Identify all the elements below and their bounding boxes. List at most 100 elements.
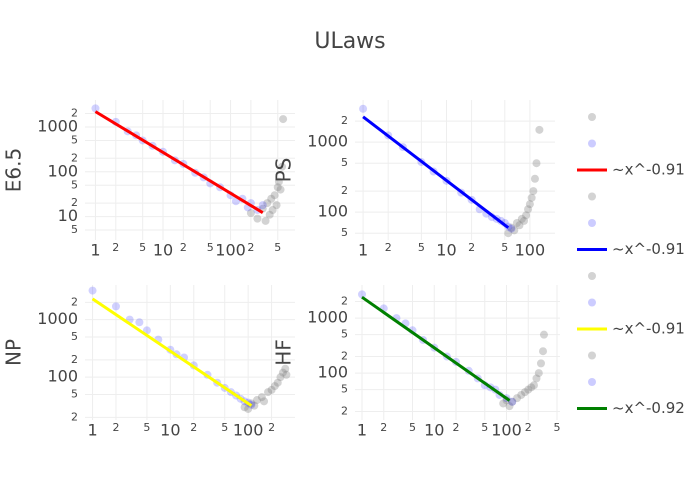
x-tick-label: 2 [268, 421, 275, 434]
data-point [532, 374, 541, 383]
legend-marker [588, 351, 596, 360]
data-point [534, 369, 543, 378]
data-point [520, 216, 529, 225]
x-tick-label: 100 [491, 421, 522, 440]
data-point [91, 104, 100, 113]
y-tick-label: 100 [317, 202, 348, 221]
y-tick-label: 5 [71, 223, 78, 236]
data-point [539, 347, 548, 356]
x-tick-label: 5 [139, 241, 146, 254]
data-point [358, 290, 367, 299]
legend-marker [588, 113, 596, 121]
data-point [279, 115, 288, 124]
y-tick-label: 100 [317, 363, 348, 382]
x-tick-label: 5 [501, 241, 508, 254]
y-tick-label: 5 [341, 156, 348, 169]
data-point [268, 206, 277, 215]
x-tick-label: 5 [554, 421, 561, 434]
x-tick-label: 2 [247, 241, 254, 254]
data-point [253, 396, 262, 405]
x-tick-label: 5 [143, 421, 150, 434]
x-tick-label: 2 [468, 241, 475, 254]
y-tick-label: 1000 [307, 132, 348, 151]
data-point [111, 302, 120, 311]
data-point [532, 159, 541, 168]
legend-marker [588, 272, 596, 280]
data-point [88, 286, 97, 295]
data-point [135, 318, 144, 327]
data-point [525, 200, 534, 209]
data-point [508, 397, 517, 406]
data-point [258, 201, 267, 210]
y-tick-label: 5 [71, 178, 78, 191]
data-point [524, 385, 533, 394]
x-tick-label: 2 [190, 421, 197, 434]
y-tick-label: 2 [71, 106, 78, 119]
y-tick-label: 5 [341, 226, 348, 239]
y-tick-label: 1000 [307, 308, 348, 327]
y-tick-label: 2 [341, 184, 348, 197]
legend-label: ~x^-0.91 [612, 161, 685, 179]
data-point [539, 330, 548, 339]
x-tick-label: 5 [481, 421, 488, 434]
data-point [507, 224, 516, 233]
y-tick-label: 10 [58, 206, 78, 225]
x-tick-label: 100 [233, 421, 264, 440]
y-tick-label: 2 [341, 350, 348, 363]
data-point [507, 223, 516, 232]
data-point [513, 394, 522, 403]
legend-marker [588, 219, 596, 227]
chart-title: ULaws [314, 29, 385, 54]
y-axis-label: HF [272, 339, 296, 366]
data-point [240, 403, 249, 412]
y-tick-label: 2 [341, 404, 348, 417]
x-tick-label: 1 [357, 421, 367, 440]
y-axis-label: NP [2, 339, 26, 366]
y-tick-label: 5 [341, 383, 348, 396]
y-tick-label: 2 [71, 295, 78, 308]
legend-label: ~x^-0.91 [612, 240, 685, 258]
data-point [508, 397, 517, 406]
x-tick-label: 10 [436, 241, 456, 260]
x-tick-label: 5 [418, 241, 425, 254]
data-point [505, 402, 514, 411]
data-point [536, 359, 545, 368]
fit-line [94, 110, 264, 214]
data-point [265, 210, 274, 219]
x-tick-label: 1 [358, 241, 368, 260]
data-point [527, 383, 536, 392]
y-tick-label: 5 [71, 387, 78, 400]
data-point [529, 381, 538, 390]
data-point [278, 162, 287, 171]
y-axis-label: E6.5 [2, 148, 26, 192]
y-tick-label: 1000 [37, 116, 78, 135]
x-tick-label: 2 [112, 421, 119, 434]
x-tick-label: 10 [153, 241, 173, 260]
data-point [273, 183, 282, 192]
x-tick-label: 10 [424, 421, 444, 440]
data-point [276, 373, 285, 382]
data-point [510, 226, 519, 235]
data-point [499, 399, 508, 408]
y-axis-label: PS [272, 158, 296, 183]
x-tick-label: 100 [515, 241, 546, 260]
y-tick-label: 2 [71, 196, 78, 209]
y-tick-label: 2 [341, 295, 348, 308]
data-point [246, 209, 255, 218]
data-point [267, 385, 276, 394]
y-tick-label: 5 [71, 133, 78, 146]
data-point [276, 185, 285, 194]
y-tick-label: 2 [71, 353, 78, 366]
x-tick-label: 100 [215, 241, 246, 260]
data-point [517, 214, 526, 223]
y-tick-label: 100 [47, 367, 78, 386]
data-point [253, 214, 262, 223]
data-point [244, 404, 253, 413]
x-tick-label: 2 [385, 241, 392, 254]
x-tick-label: 5 [409, 421, 416, 434]
data-point [517, 390, 526, 399]
legend-label: ~x^-0.91 [612, 320, 685, 338]
data-point [282, 370, 291, 379]
data-point [270, 191, 279, 200]
